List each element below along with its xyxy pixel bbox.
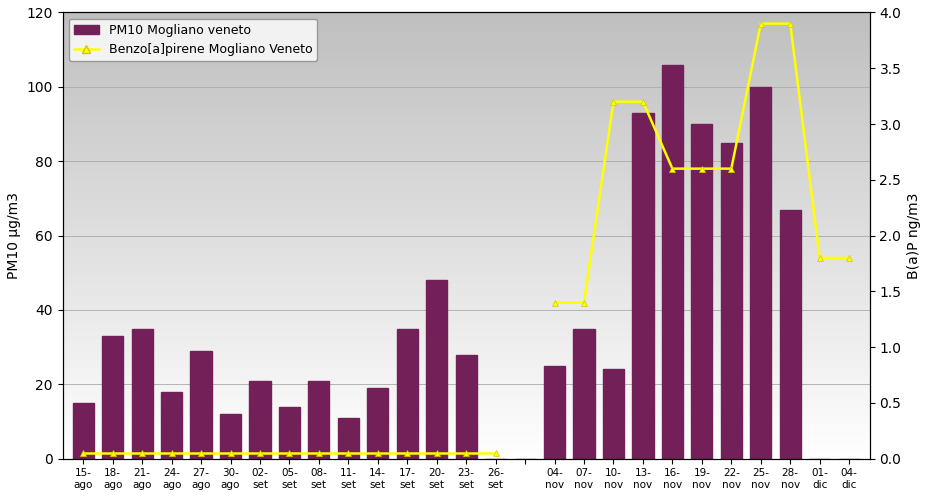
Bar [278, 407, 299, 459]
Y-axis label: PM10 μg/m3: PM10 μg/m3 [6, 192, 21, 279]
Bar [720, 143, 741, 459]
Bar [220, 414, 241, 459]
Legend: PM10 Mogliano veneto, Benzo[a]pirene Mogliano Veneto: PM10 Mogliano veneto, Benzo[a]pirene Mog… [69, 19, 317, 61]
Y-axis label: B(a)P ng/m3: B(a)P ng/m3 [906, 192, 921, 279]
Bar [573, 329, 594, 459]
Bar [249, 381, 271, 459]
Bar [396, 329, 417, 459]
Bar [337, 418, 359, 459]
Bar [425, 280, 447, 459]
Bar [691, 124, 712, 459]
Bar [367, 388, 388, 459]
Bar [661, 65, 682, 459]
Bar [631, 113, 653, 459]
Bar [543, 366, 565, 459]
Bar [190, 351, 211, 459]
Bar [779, 210, 800, 459]
Bar [132, 329, 153, 459]
Bar [603, 369, 624, 459]
Bar [160, 392, 182, 459]
Bar [455, 354, 476, 459]
Bar [72, 403, 94, 459]
Bar [102, 336, 123, 459]
Bar [308, 381, 329, 459]
Bar [749, 87, 770, 459]
